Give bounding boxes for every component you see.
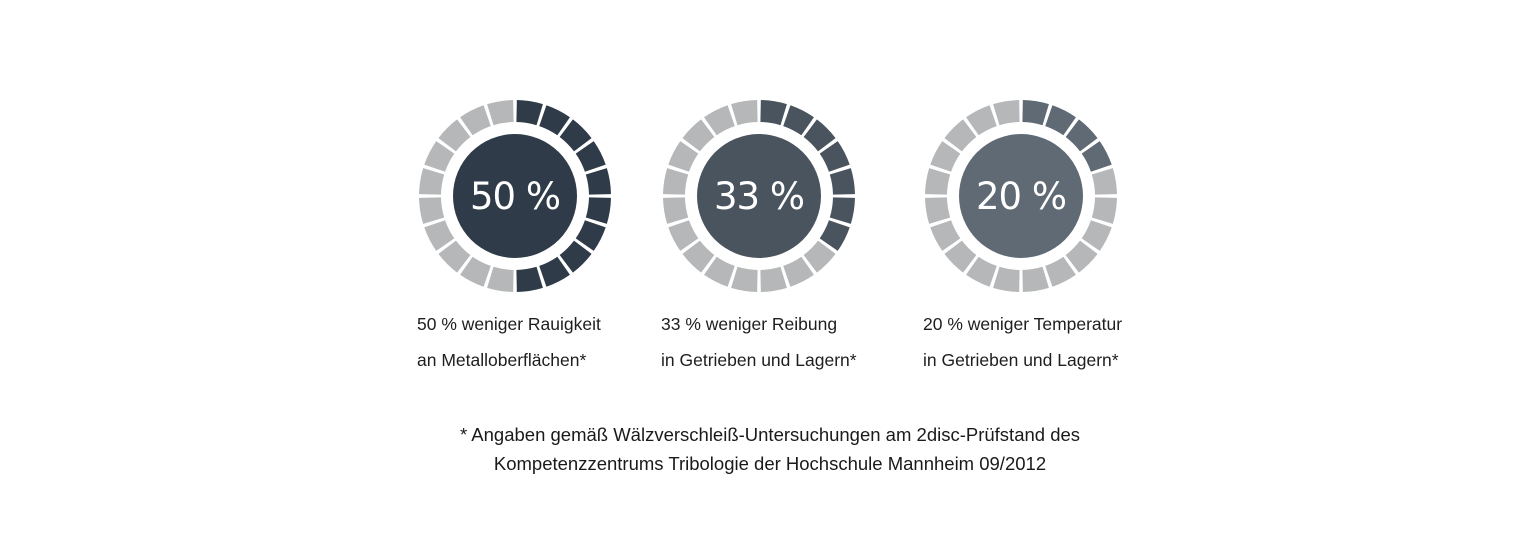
caption-line-1: 20 % weniger Temperatur — [923, 314, 1123, 334]
gauge-segment-inactive — [438, 240, 471, 273]
gauge-segment-inactive — [419, 197, 445, 224]
gauge-segment-inactive — [930, 220, 961, 251]
gauge-segment-active — [1022, 100, 1049, 126]
gauge-segment-inactive — [783, 256, 814, 287]
gauge-segment-active — [585, 168, 611, 195]
gauge-center — [959, 134, 1083, 258]
caption-line-2: an Metalloberflächen* — [417, 350, 587, 370]
gauge-segment-active — [585, 197, 611, 224]
gauge-center — [453, 134, 577, 258]
gauge-segment-inactive — [966, 256, 997, 287]
gauge-ring — [419, 100, 611, 292]
gauge-value-label: 20 % — [976, 175, 1066, 218]
gauge-segment-active — [516, 100, 543, 126]
gauge-segment-active — [575, 141, 606, 172]
gauge-segment-inactive — [487, 100, 514, 126]
gauge-segment-inactive — [993, 100, 1020, 126]
gauge-segment-inactive — [993, 266, 1020, 292]
gauge-segment-active — [819, 141, 850, 172]
gauge-segment-inactive — [930, 141, 961, 172]
gauge-segment-active — [516, 266, 543, 292]
gauge-value-label: 33 % — [714, 175, 804, 218]
gauge-segment-inactive — [760, 266, 787, 292]
gauge-segment-inactive — [925, 168, 951, 195]
gauge-segment-inactive — [663, 168, 689, 195]
gauge-segment-inactive — [460, 105, 491, 136]
gauge-segment-active — [829, 168, 855, 195]
gauge-segment-inactive — [944, 119, 977, 152]
gauge-segment-active — [1081, 141, 1112, 172]
caption-line-2: in Getrieben und Lagern* — [923, 350, 1119, 370]
gauge-roughness: 50 % — [419, 100, 611, 292]
footnote: * Angaben gemäß Wälzverschleiß-Untersuch… — [0, 420, 1540, 478]
gauge-segment-active — [1045, 105, 1076, 136]
gauge-ring — [663, 100, 855, 292]
gauge-segment-inactive — [1091, 197, 1117, 224]
gauge-segment-active — [559, 240, 592, 273]
gauge-segment-inactive — [487, 266, 514, 292]
gauge-segment-inactive — [419, 168, 445, 195]
gauge-segment-active — [829, 197, 855, 224]
gauge-segment-inactive — [668, 220, 699, 251]
gauge-friction: 33 % — [663, 100, 855, 292]
gauge-segment-active — [819, 220, 850, 251]
gauge-segment-inactive — [424, 220, 455, 251]
gauge-segment-inactive — [460, 256, 491, 287]
gauge-segment-inactive — [944, 240, 977, 273]
gauge-ring — [925, 100, 1117, 292]
stat-caption: 33 % weniger Reibung in Getrieben und La… — [661, 306, 901, 378]
gauge-segment-inactive — [682, 240, 715, 273]
stat-caption: 20 % weniger Temperatur in Getrieben und… — [923, 306, 1163, 378]
gauge-segment-inactive — [704, 256, 735, 287]
footnote-line-2: Kompetenzzentrums Tribologie der Hochsch… — [493, 453, 1047, 474]
stat-caption: 50 % weniger Rauigkeit an Metalloberfläc… — [417, 306, 657, 378]
caption-line-2: in Getrieben und Lagern* — [661, 350, 857, 370]
gauge-segment-inactive — [731, 266, 758, 292]
gauge-segment-active — [539, 105, 570, 136]
caption-line-1: 33 % weniger Reibung — [661, 314, 838, 334]
gauge-segment-inactive — [438, 119, 471, 152]
gauge-segment-inactive — [668, 141, 699, 172]
gauge-segment-inactive — [1081, 220, 1112, 251]
gauge-segment-inactive — [1022, 266, 1049, 292]
gauge-segment-active — [1065, 119, 1098, 152]
gauge-segment-inactive — [663, 197, 689, 224]
gauge-segment-inactive — [925, 197, 951, 224]
gauge-segment-inactive — [803, 240, 836, 273]
footnote-line-1: * Angaben gemäß Wälzverschleiß-Untersuch… — [459, 424, 1081, 445]
gauge-segment-active — [559, 119, 592, 152]
gauge-segment-active — [575, 220, 606, 251]
gauge-segment-active — [783, 105, 814, 136]
gauge-segment-inactive — [704, 105, 735, 136]
gauge-segment-inactive — [731, 100, 758, 126]
gauge-segment-inactive — [966, 105, 997, 136]
gauge-temperature: 20 % — [925, 100, 1117, 292]
gauge-segment-inactive — [1091, 168, 1117, 195]
gauge-segment-inactive — [424, 141, 455, 172]
gauge-center — [697, 134, 821, 258]
caption-line-1: 50 % weniger Rauigkeit — [417, 314, 601, 334]
gauge-segment-inactive — [682, 119, 715, 152]
gauge-segment-active — [803, 119, 836, 152]
gauge-value-label: 50 % — [470, 175, 560, 218]
gauge-segment-inactive — [1045, 256, 1076, 287]
gauge-segment-active — [760, 100, 787, 126]
gauge-segment-active — [539, 256, 570, 287]
gauge-segment-inactive — [1065, 240, 1098, 273]
